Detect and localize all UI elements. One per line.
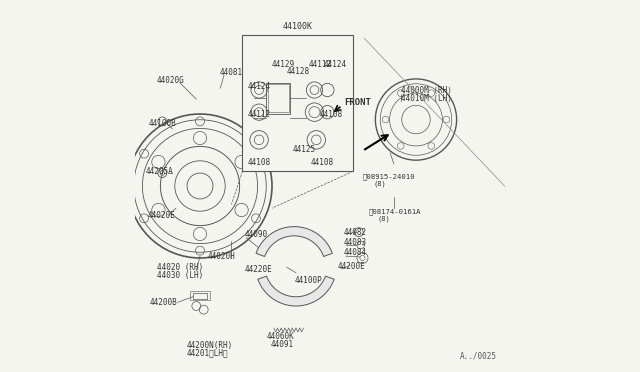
Text: 44125: 44125 <box>293 145 316 154</box>
Text: (8): (8) <box>377 216 390 222</box>
Text: 44200E: 44200E <box>338 262 365 271</box>
Text: 44112: 44112 <box>248 109 271 119</box>
Text: 44091: 44091 <box>270 340 293 349</box>
Polygon shape <box>258 276 334 306</box>
Text: 44129: 44129 <box>272 60 295 69</box>
Text: 44205A: 44205A <box>146 167 173 176</box>
Text: 44108: 44108 <box>311 157 334 167</box>
Text: 44083: 44083 <box>344 238 367 247</box>
Text: 44020 (RH): 44020 (RH) <box>157 263 203 272</box>
Text: 44128: 44128 <box>287 67 310 76</box>
Text: 44100K: 44100K <box>283 22 313 31</box>
Text: 44020E: 44020E <box>147 211 175 220</box>
Text: 44030 (LH): 44030 (LH) <box>157 271 203 280</box>
Bar <box>243 35 353 171</box>
Polygon shape <box>256 227 332 257</box>
Text: Ⓜ08915-24010: Ⓜ08915-24010 <box>362 173 415 180</box>
Text: 44200B: 44200B <box>149 298 177 307</box>
Text: 44124: 44124 <box>248 82 271 91</box>
Text: 44200N(RH): 44200N(RH) <box>186 341 232 350</box>
Text: 44010M ⟨LH⟩: 44010M ⟨LH⟩ <box>401 94 452 103</box>
Text: 44082: 44082 <box>344 228 367 237</box>
Text: 44108: 44108 <box>248 157 271 167</box>
Text: 44020G: 44020G <box>156 76 184 85</box>
Text: 44020H: 44020H <box>208 252 236 262</box>
Text: FRONT: FRONT <box>344 99 371 108</box>
Text: 44100P: 44100P <box>294 276 322 285</box>
Text: 44108: 44108 <box>320 109 343 119</box>
Bar <box>266 83 291 114</box>
Bar <box>190 291 211 301</box>
Text: 44112: 44112 <box>309 60 332 69</box>
Text: A../0025: A../0025 <box>460 351 497 360</box>
Text: 44220E: 44220E <box>244 264 272 273</box>
Text: 44201（LH）: 44201（LH） <box>186 349 228 357</box>
Text: ⒲08174-0161A: ⒲08174-0161A <box>369 209 422 215</box>
Text: 44090: 44090 <box>244 230 268 239</box>
Text: 44100B: 44100B <box>148 119 176 128</box>
Text: 44084: 44084 <box>344 248 367 257</box>
Text: 44081: 44081 <box>220 68 243 77</box>
Bar <box>268 84 289 112</box>
Text: (8): (8) <box>374 181 387 187</box>
Text: 44000M ⟨RH⟩: 44000M ⟨RH⟩ <box>401 86 452 95</box>
Bar <box>193 293 207 299</box>
Text: 44124: 44124 <box>324 60 347 69</box>
Text: 44060K: 44060K <box>266 332 294 341</box>
